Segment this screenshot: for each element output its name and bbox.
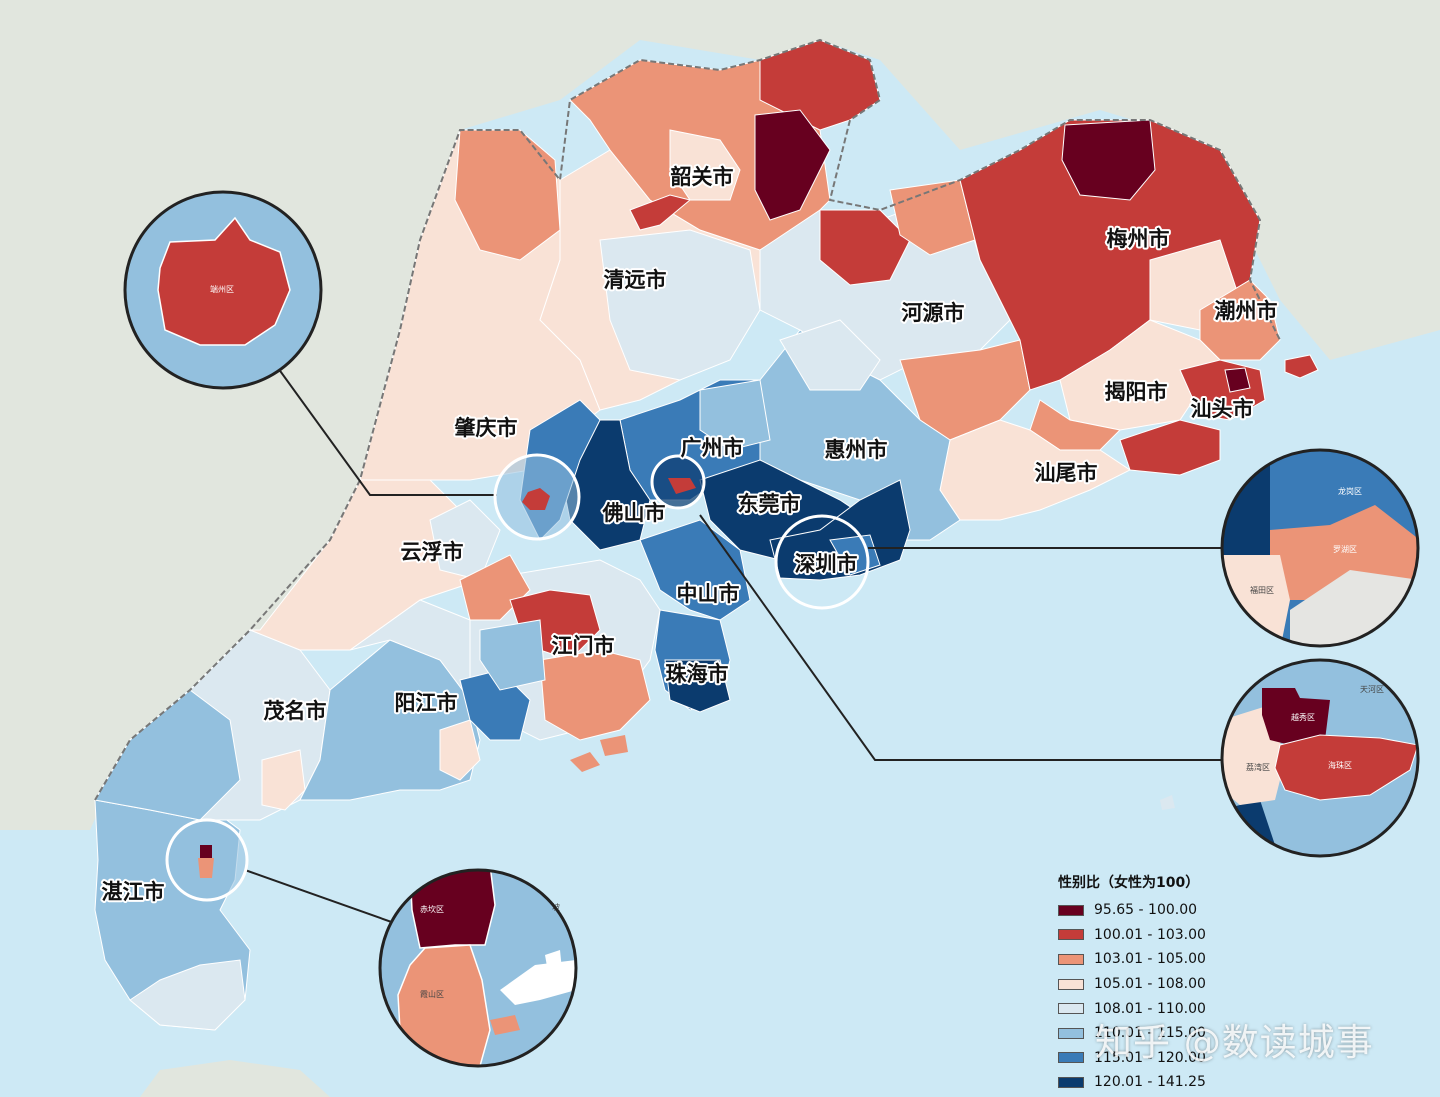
locator-zhanjiang-district	[200, 845, 212, 858]
locator-shenzhen	[774, 514, 870, 610]
city-label-shenzhen: 深圳市	[795, 552, 858, 576]
leader-line-zhanjiang	[244, 869, 401, 926]
inset-zhanjiang: 赤坎区 霞山区 坡	[378, 868, 578, 1068]
region-zhanjiang-south	[129, 959, 246, 1031]
city-label-guangzhou: 广州市	[681, 436, 744, 460]
region-jiangmen-6	[479, 619, 546, 691]
legend-row: 103.01 - 105.00	[1058, 947, 1258, 972]
island-2	[600, 735, 628, 756]
legend-label: 95.65 - 100.00	[1094, 902, 1198, 919]
legend-row: 105.01 - 108.00	[1058, 972, 1258, 997]
legend-swatch	[1058, 1076, 1084, 1088]
legend-label: 115.01 - 120.00	[1094, 1049, 1206, 1066]
inset-zhaoqing: 端州区	[123, 190, 323, 390]
region-yangjiang-3	[439, 719, 481, 781]
leader-line-guangzhou	[699, 514, 1222, 761]
locator-guangzhou-district	[668, 478, 696, 494]
region-jiangmen-4	[539, 649, 651, 741]
city-label-jiangmen: 江门市	[552, 634, 615, 658]
legend-row: 108.01 - 110.00	[1058, 996, 1258, 1021]
region-zhuhai-2	[664, 659, 731, 713]
legend-label: 110.01 - 115.00	[1094, 1025, 1206, 1042]
region-guangzhou-2	[699, 379, 771, 451]
region-maoming-3	[261, 749, 306, 811]
region-zhaoqing-2	[454, 129, 561, 261]
city-label-dongguan: 东莞市	[738, 492, 801, 516]
city-label-meizhou: 梅州市	[1107, 227, 1170, 251]
region-qingyuan-2	[599, 229, 761, 381]
city-label-foshan: 佛山市	[602, 501, 666, 525]
inset-guangzhou-yuexiu: 越秀区	[1291, 712, 1315, 722]
legend-row: 115.01 - 120.00	[1058, 1046, 1258, 1071]
city-label-qingyuan: 清远市	[604, 268, 667, 292]
city-label-shanwei: 汕尾市	[1035, 461, 1098, 485]
city-label-chaozhou: 潮州市	[1215, 299, 1278, 323]
inset-guangzhou-haizhu: 海珠区	[1328, 760, 1352, 770]
terrain-land	[0, 0, 1440, 830]
region-huizhou-2	[779, 319, 881, 391]
legend-swatch	[1058, 1027, 1084, 1039]
city-label-zhanjiang: 湛江市	[102, 880, 165, 904]
region-shaoguan-4	[629, 194, 692, 231]
city-label-shaoguan: 韶关市	[671, 165, 734, 189]
locator-zhaoqing-district	[522, 488, 550, 510]
inset-guangzhou-liwan: 荔湾区	[1246, 762, 1270, 772]
inset-shenzhen-futian: 福田区	[1250, 586, 1274, 595]
watermark: 知乎 @数读城事	[1095, 1021, 1374, 1064]
locator-zhanjiang-district-2	[198, 858, 214, 878]
city-label-zhongshan: 中山市	[677, 582, 740, 606]
legend-row: 95.65 - 100.00	[1058, 898, 1258, 923]
region-yunfu-2	[429, 499, 501, 581]
inset-shenzhen-luohu: 罗湖区	[1333, 545, 1357, 554]
legend-label: 103.01 - 105.00	[1094, 951, 1206, 968]
city-label-shantou: 汕头市	[1191, 397, 1254, 421]
legend-title: 性别比（女性为100）	[1058, 875, 1200, 891]
city-label-heyuan: 河源市	[902, 301, 965, 325]
legend-label: 105.01 - 108.00	[1094, 976, 1206, 993]
inset-zhanjiang-xiashan: 霞山区	[420, 989, 444, 999]
province-border	[94, 38, 1281, 801]
legend-swatch	[1058, 953, 1084, 965]
legend-row: 110.01 - 115.00	[1058, 1021, 1258, 1046]
legend-swatch	[1058, 929, 1084, 941]
city-label-huizhou: 惠州市	[825, 438, 888, 462]
city-label-maoming: 茂名市	[264, 699, 327, 723]
legend-swatch	[1058, 1003, 1084, 1015]
city-label-zhuhai: 珠海市	[666, 662, 729, 686]
city-label-yunfu: 云浮市	[401, 540, 464, 564]
legend-label: 120.01 - 141.25	[1094, 1074, 1206, 1091]
terrain-land-south	[140, 1060, 330, 1097]
region-heyuan-2	[819, 209, 911, 286]
inset-zhaoqing-label: 端州区	[210, 284, 234, 294]
island-3	[1160, 795, 1175, 810]
region-shantou-island	[1284, 354, 1319, 379]
city-label-zhaoqing: 肇庆市	[455, 416, 518, 440]
inset-zhaoqing-district	[157, 216, 291, 346]
inset-guangzhou-tianhe: 天河区	[1360, 684, 1384, 694]
leader-line-zhaoqing	[277, 367, 497, 496]
legend: 性别比（女性为100） 95.65 - 100.00 100.01 - 103.0…	[1058, 872, 1258, 1095]
legend-swatch	[1058, 904, 1084, 916]
inset-zhanjiang-chikan: 赤坎区	[420, 904, 444, 914]
city-label-yangjiang: 阳江市	[395, 691, 458, 715]
region-shantou-2	[1224, 367, 1251, 393]
region-shaoguan-3	[754, 109, 831, 221]
legend-swatch	[1058, 978, 1084, 990]
legend-swatch	[1058, 1052, 1084, 1064]
inset-shenzhen: 龙岗区 罗湖区 福田区	[1220, 448, 1420, 648]
island-1	[570, 752, 600, 772]
legend-label: 100.01 - 103.00	[1094, 926, 1206, 943]
legend-row: 120.01 - 141.25	[1058, 1070, 1258, 1095]
legend-rows: 95.65 - 100.00 100.01 - 103.00 103.01 - 10…	[1058, 898, 1258, 1095]
region-shaoguan-5	[669, 129, 741, 201]
city-label-jieyang: 揭阳市	[1105, 380, 1168, 404]
legend-label: 108.01 - 110.00	[1094, 1000, 1206, 1017]
inset-shenzhen-longgang: 龙岗区	[1338, 486, 1362, 496]
legend-row: 100.01 - 103.00	[1058, 923, 1258, 948]
